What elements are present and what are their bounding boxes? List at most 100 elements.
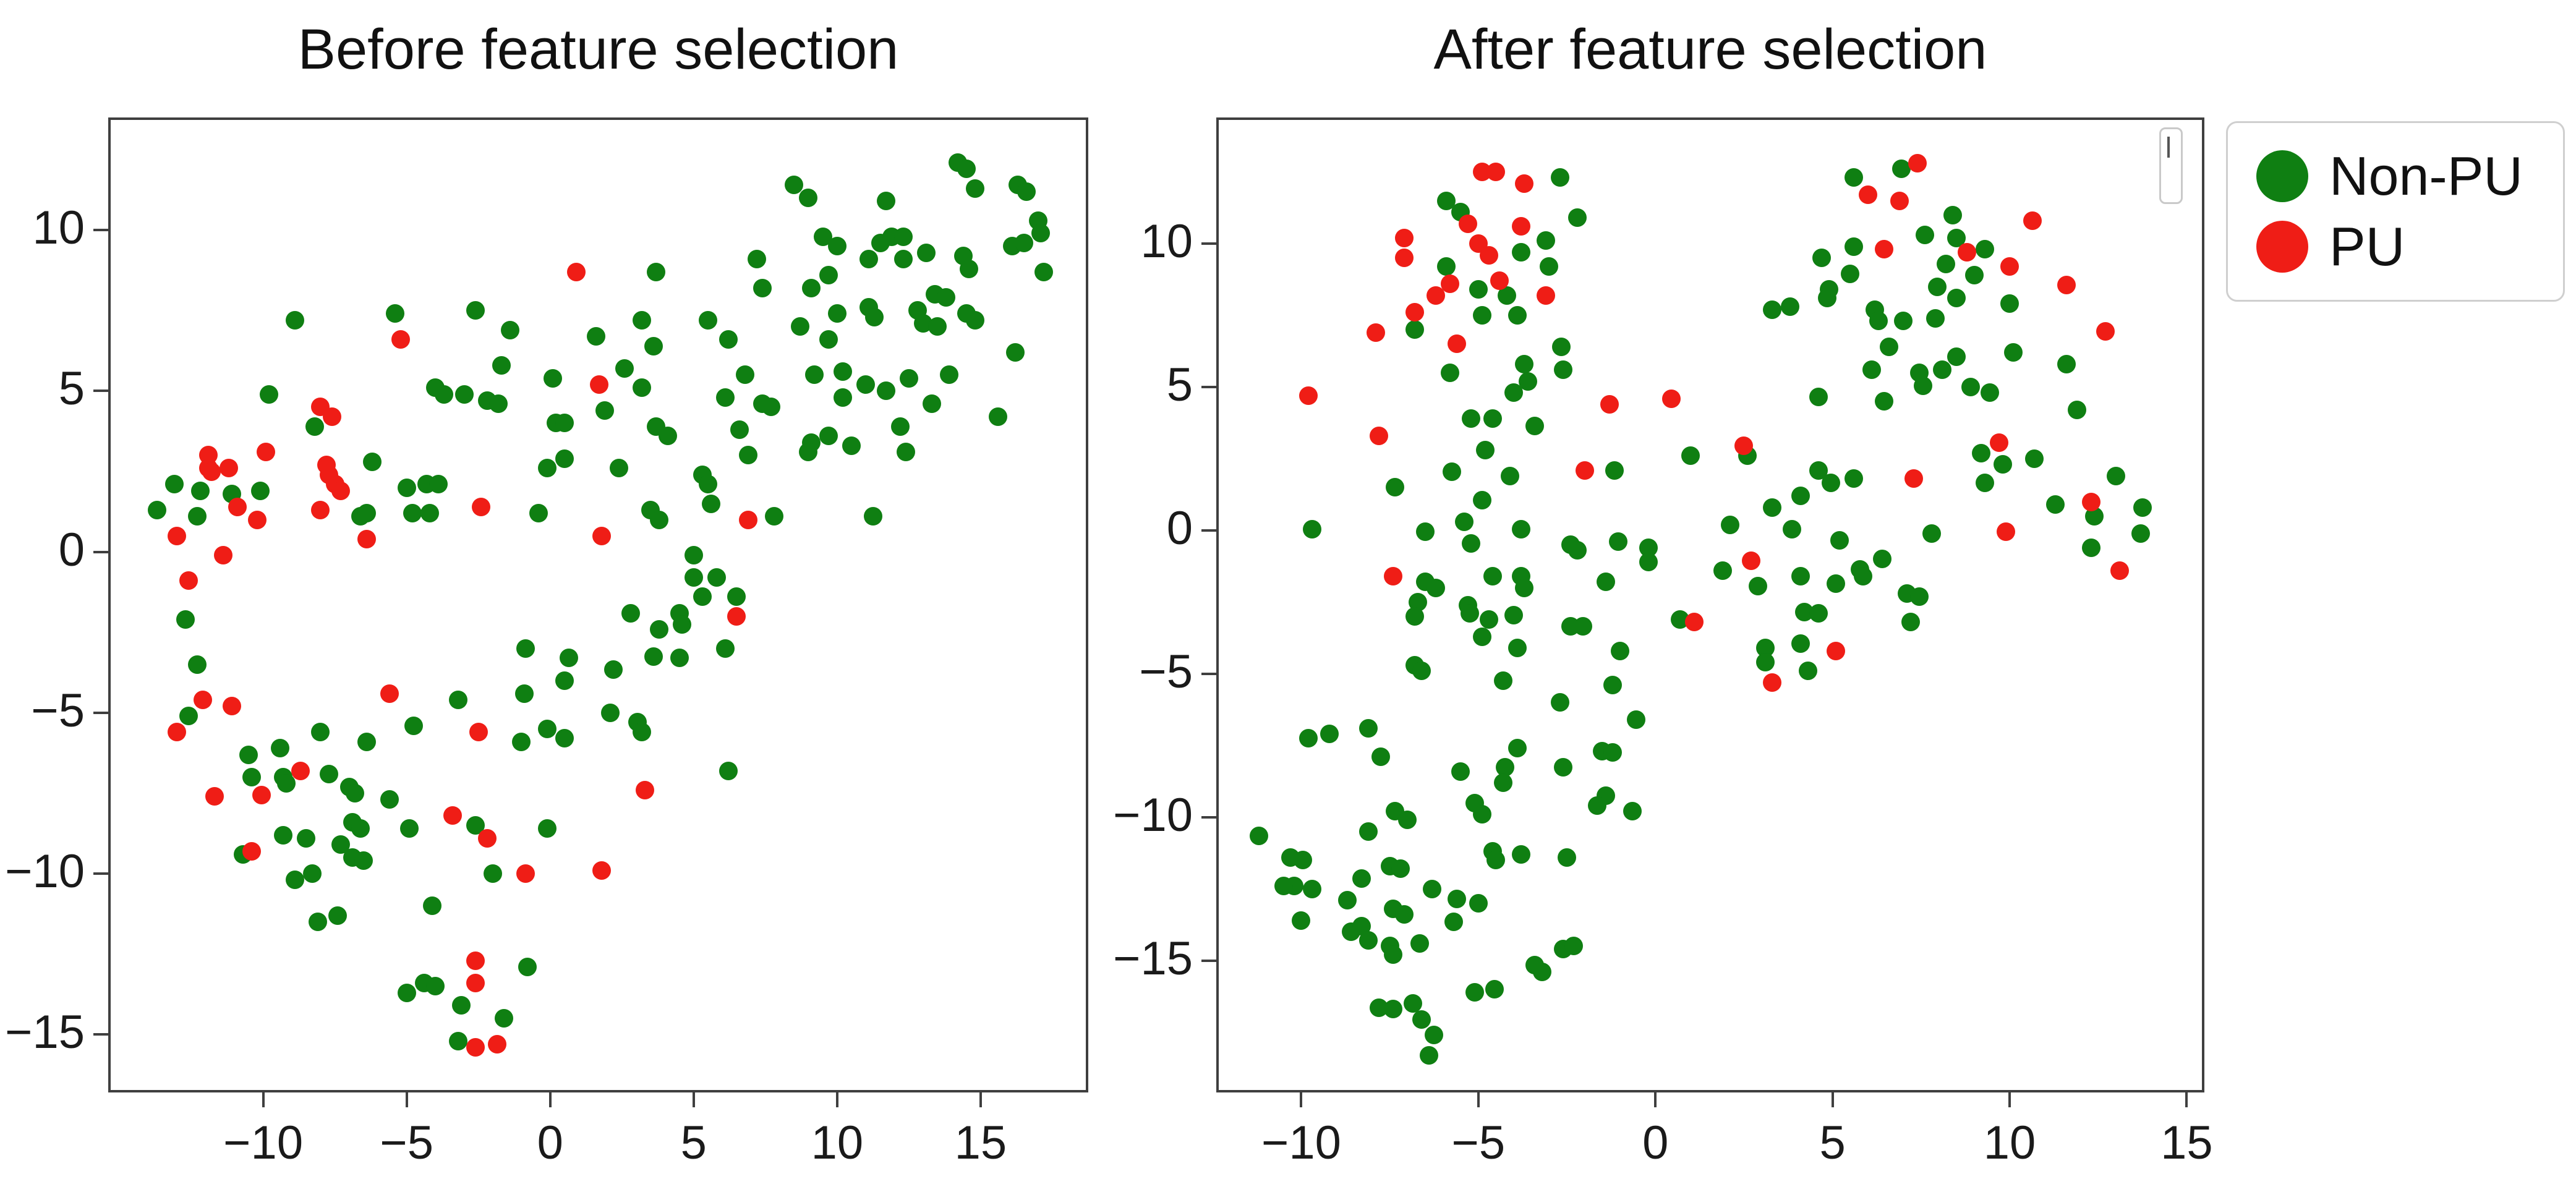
y-tick bbox=[93, 1033, 108, 1036]
scatter-point bbox=[1874, 392, 1893, 411]
scatter-point bbox=[1844, 237, 1863, 256]
scatter-point bbox=[362, 452, 382, 471]
scatter-point bbox=[819, 266, 838, 285]
scatter-point bbox=[449, 691, 468, 710]
scatter-point bbox=[1874, 240, 1893, 259]
scatter-point bbox=[1780, 297, 1799, 317]
scatter-point bbox=[899, 368, 918, 388]
scatter-point bbox=[538, 819, 557, 838]
scatter-point bbox=[1626, 710, 1645, 730]
y-tick-label: 10 bbox=[32, 202, 85, 255]
scatter-point bbox=[1359, 822, 1378, 841]
scatter-point bbox=[443, 806, 462, 825]
scatter-point bbox=[1014, 233, 1033, 252]
scatter-point bbox=[1394, 228, 1414, 247]
scatter-point bbox=[1623, 802, 1642, 821]
y-tick bbox=[1201, 529, 1216, 532]
x-tick bbox=[835, 1092, 838, 1107]
scatter-point bbox=[1958, 242, 1977, 262]
scatter-point bbox=[603, 660, 623, 679]
scatter-point bbox=[1442, 462, 1461, 481]
scatter-point bbox=[566, 262, 586, 281]
scatter-point bbox=[559, 649, 578, 668]
scatter-point bbox=[487, 1034, 506, 1054]
scatter-point bbox=[1398, 811, 1417, 830]
scatter-point bbox=[1427, 578, 1446, 597]
scatter-point bbox=[1550, 693, 1569, 712]
scatter-point bbox=[380, 790, 399, 809]
scatter-point bbox=[719, 330, 738, 349]
scatter-point bbox=[802, 278, 821, 297]
scatter-point bbox=[516, 639, 535, 658]
scatter-point bbox=[1782, 519, 1801, 539]
scatter-point bbox=[311, 723, 330, 742]
scatter-point bbox=[1249, 826, 1268, 845]
y-tick-label: −5 bbox=[31, 684, 85, 737]
scatter-point bbox=[1609, 532, 1628, 551]
y-tick-label: −15 bbox=[1113, 932, 1193, 985]
scatter-point bbox=[1386, 478, 1405, 497]
scatter-point bbox=[2003, 343, 2023, 362]
scatter-point bbox=[644, 336, 663, 355]
y-tick bbox=[1201, 672, 1216, 675]
scatter-point bbox=[988, 407, 1007, 427]
scatter-point bbox=[1997, 522, 2016, 542]
scatter-point bbox=[965, 310, 984, 330]
scatter-point bbox=[357, 732, 376, 751]
scatter-point bbox=[893, 227, 913, 246]
scatter-point bbox=[1550, 168, 1569, 187]
scatter-point bbox=[790, 317, 809, 336]
scatter-point bbox=[449, 1031, 468, 1050]
scatter-point bbox=[1947, 289, 1966, 308]
scatter-point bbox=[302, 864, 322, 883]
scatter-point bbox=[1536, 231, 1555, 250]
scatter-point bbox=[739, 510, 757, 529]
scatter-point bbox=[164, 475, 184, 494]
scatter-point bbox=[1480, 245, 1499, 265]
scatter-point bbox=[1603, 676, 1623, 695]
y-tick-label: −10 bbox=[1113, 788, 1193, 841]
scatter-point bbox=[187, 507, 207, 526]
scatter-point bbox=[1894, 312, 1913, 331]
scatter-point bbox=[1741, 551, 1760, 570]
scatter-point bbox=[890, 417, 910, 436]
scatter-point bbox=[346, 783, 365, 802]
scatter-point bbox=[483, 864, 502, 883]
scatter-point bbox=[544, 368, 563, 388]
scatter-point bbox=[222, 697, 241, 716]
x-tick bbox=[692, 1092, 695, 1107]
scatter-point bbox=[1869, 312, 1888, 331]
scatter-point bbox=[1460, 604, 1479, 623]
scatter-point bbox=[426, 977, 445, 996]
scatter-point bbox=[1821, 474, 1840, 493]
scatter-point bbox=[1904, 469, 1924, 488]
scatter-point bbox=[1501, 466, 1520, 485]
scatter-point bbox=[1472, 627, 1491, 646]
scatter-point bbox=[939, 365, 958, 385]
y-tick bbox=[93, 872, 108, 875]
scatter-point bbox=[1454, 512, 1474, 531]
x-tick-label: 15 bbox=[2160, 1117, 2213, 1169]
scatter-point bbox=[1441, 275, 1460, 294]
scatter-point bbox=[2133, 498, 2152, 517]
scatter-point bbox=[1827, 574, 1846, 593]
scatter-point bbox=[1818, 289, 1836, 308]
scatter-point bbox=[1909, 587, 1929, 606]
scatter-point bbox=[699, 475, 718, 494]
scatter-point bbox=[1532, 963, 1551, 982]
scatter-point bbox=[1462, 534, 1481, 553]
x-tick-label: 0 bbox=[1642, 1117, 1669, 1169]
y-tick bbox=[93, 390, 108, 393]
scatter-point bbox=[2131, 524, 2150, 543]
scatter-point bbox=[1483, 409, 1502, 428]
scatter-point bbox=[965, 179, 984, 198]
scatter-point bbox=[819, 330, 838, 349]
scatter-point bbox=[923, 394, 942, 414]
scatter-point bbox=[633, 310, 652, 330]
scatter-point bbox=[555, 414, 574, 433]
scatter-point bbox=[1809, 388, 1828, 407]
scatter-point bbox=[1763, 300, 1782, 319]
scatter-point bbox=[1892, 160, 1911, 179]
scatter-point bbox=[250, 481, 270, 500]
x-tick bbox=[2185, 1092, 2188, 1107]
